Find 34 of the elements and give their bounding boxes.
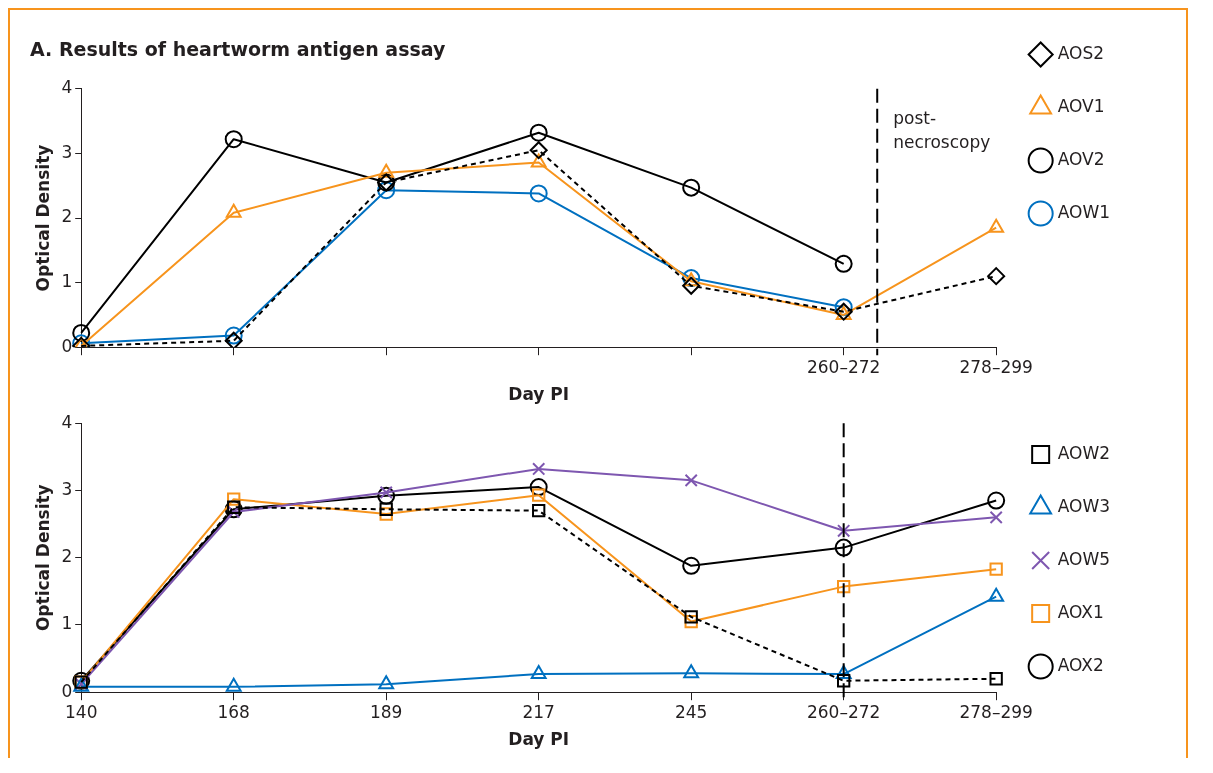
- legend-label: AOW5: [1057, 548, 1111, 569]
- y-tick-label: 0: [61, 680, 73, 701]
- legend-label: AOW3: [1057, 495, 1111, 516]
- y-tick-label: 3: [61, 478, 73, 499]
- x-axis-title: Day PI: [508, 384, 570, 405]
- x-tick-label: 260–272: [806, 356, 881, 377]
- x-tick-label: 168: [217, 701, 250, 722]
- x-tick-label: 217: [522, 701, 555, 722]
- x-tick-label: 278–299: [959, 356, 1033, 377]
- y-tick-label: 4: [61, 77, 73, 98]
- x-tick-label: 260–272: [806, 701, 881, 722]
- y-tick-label: 0: [61, 335, 73, 356]
- legend-label: AOX2: [1057, 654, 1104, 675]
- x-tick-label: 245: [674, 701, 708, 722]
- legend-label: AOV1: [1057, 95, 1105, 116]
- legend-label: AOX1: [1057, 601, 1104, 622]
- y-tick-label: 4: [61, 411, 73, 432]
- y-tick-label: 2: [61, 206, 73, 227]
- x-axis-title: Day PI: [508, 729, 570, 750]
- y-tick-label: 1: [61, 613, 73, 634]
- legend-label: AOW1: [1057, 201, 1111, 222]
- x-tick-label: 140: [64, 701, 98, 722]
- y-tick-label: 3: [61, 141, 73, 162]
- chart-title: A. Results of heartworm antigen assay: [30, 38, 447, 61]
- legend-label: AOW2: [1057, 442, 1111, 463]
- annotation: post-necroscopy: [893, 107, 991, 152]
- y-axis-title: Optical Density: [32, 144, 53, 292]
- legend-label: AOV2: [1057, 148, 1105, 169]
- legend-label: AOS2: [1057, 42, 1104, 63]
- y-tick-label: 2: [61, 546, 73, 567]
- y-axis-title: Optical Density: [32, 484, 53, 632]
- x-tick-label: 189: [369, 701, 403, 722]
- y-tick-label: 1: [61, 271, 73, 292]
- x-tick-label: 278–299: [959, 701, 1033, 722]
